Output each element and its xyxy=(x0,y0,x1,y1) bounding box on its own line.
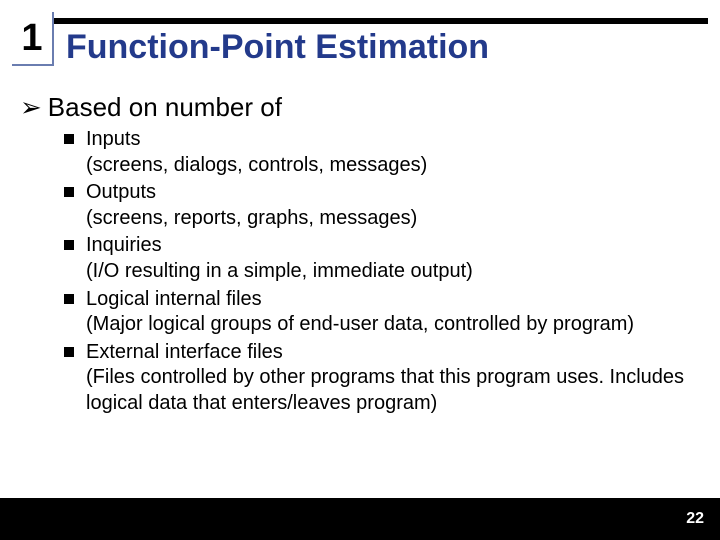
item-label: External interface files xyxy=(86,341,283,363)
square-bullet-icon xyxy=(64,347,74,357)
square-bullet-icon xyxy=(64,187,74,197)
square-bullet-icon xyxy=(64,134,74,144)
item-label: Logical internal files xyxy=(86,288,262,310)
list-item: Inputs (screens, dialogs, controls, mess… xyxy=(64,127,700,178)
slide-number-box: 1 xyxy=(12,12,54,66)
item-desc: (screens, reports, graphs, messages) xyxy=(86,206,700,232)
footer-bar: 22 xyxy=(0,498,720,540)
page-number: 22 xyxy=(686,510,704,528)
item-label: Inputs xyxy=(86,128,140,150)
header-rule xyxy=(12,18,708,24)
list-item: Outputs (screens, reports, graphs, messa… xyxy=(64,180,700,231)
list-item: Inquiries (I/O resulting in a simple, im… xyxy=(64,233,700,284)
item-desc: (Files controlled by other programs that… xyxy=(86,365,700,416)
lead-text: Based on number of xyxy=(48,92,282,122)
item-label: Outputs xyxy=(86,181,156,203)
item-label: Inquiries xyxy=(86,234,162,256)
list-item: Logical internal files (Major logical gr… xyxy=(64,287,700,338)
item-desc: (Major logical groups of end-user data, … xyxy=(86,312,700,338)
item-list: Inputs (screens, dialogs, controls, mess… xyxy=(64,127,700,417)
slide-title: Function-Point Estimation xyxy=(66,28,489,67)
item-desc: (I/O resulting in a simple, immediate ou… xyxy=(86,259,700,285)
list-item: External interface files (Files controll… xyxy=(64,340,700,417)
square-bullet-icon xyxy=(64,240,74,250)
lead-bullet-icon: ➢ xyxy=(20,92,42,122)
lead-line: ➢Based on number of xyxy=(20,92,700,123)
square-bullet-icon xyxy=(64,294,74,304)
slide-number: 1 xyxy=(21,17,42,60)
item-desc: (screens, dialogs, controls, messages) xyxy=(86,153,700,179)
content-area: ➢Based on number of Inputs (screens, dia… xyxy=(20,92,700,419)
